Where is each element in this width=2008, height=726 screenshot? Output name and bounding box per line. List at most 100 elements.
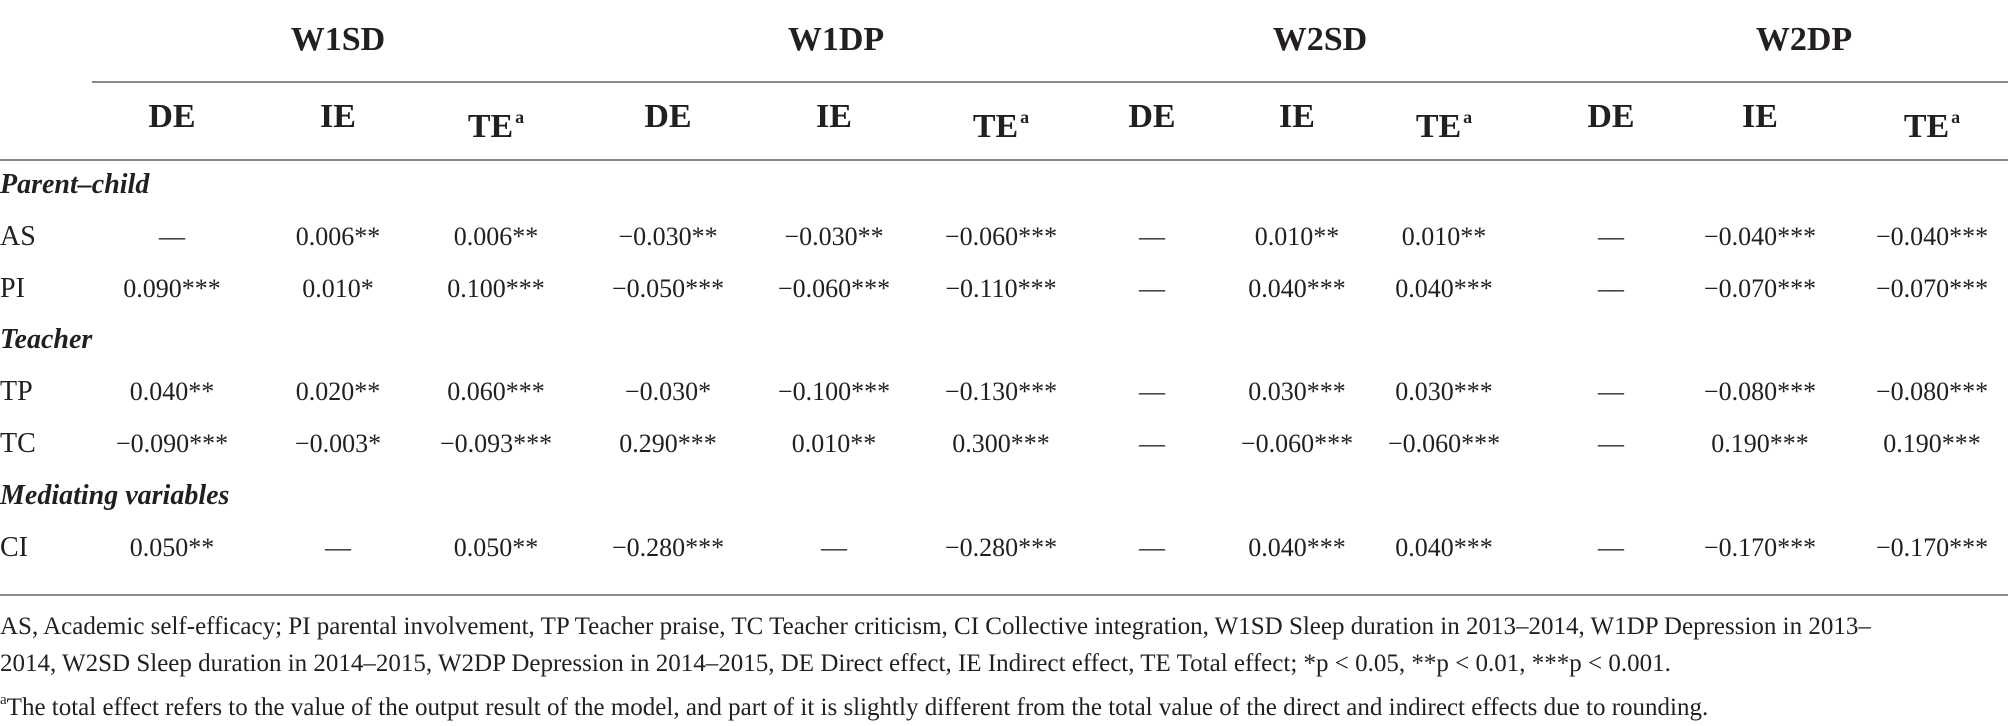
- table-cell: 0.190***: [1883, 429, 1981, 458]
- table-cell: 0.030***: [1395, 377, 1493, 406]
- col-header-w2dp-te: TE a: [1903, 107, 1961, 145]
- table-cell: 0.050**: [453, 533, 539, 562]
- col-header-w2sd-te: TE a: [1415, 107, 1473, 145]
- table-cell: −0.070***: [1875, 274, 1989, 303]
- table-cell: 0.090***: [123, 274, 221, 303]
- table-cell: 0.040**: [129, 377, 215, 406]
- col-header-w1dp-ie: IE: [816, 98, 852, 135]
- table-row: CI 0.050** –– 0.050** −0.280*** –– −0.280*** ––…: [0, 530, 2008, 566]
- group-header-w1sd: W1SD: [290, 21, 386, 58]
- table-cell: −0.110***: [945, 274, 1057, 303]
- group-header-w2sd: W2SD: [1272, 21, 1368, 58]
- table-cell: ––: [1139, 533, 1165, 562]
- table-cell: −0.060***: [1387, 429, 1501, 458]
- table-cell: ––: [1598, 222, 1624, 251]
- section-mediating-variables: Mediating variables: [0, 480, 230, 511]
- footnote-marker: a: [0, 692, 7, 708]
- table-cell: 0.050**: [129, 533, 215, 562]
- table-cell: −0.030**: [618, 222, 718, 251]
- table-cell: −0.080***: [1875, 377, 1989, 406]
- table-cell: ––: [1139, 222, 1165, 251]
- table-cell: −0.030*: [624, 377, 712, 406]
- row-label: TP: [0, 376, 33, 407]
- table-cell: −0.030**: [784, 222, 884, 251]
- col-header-w2dp-de: DE: [1587, 98, 1635, 135]
- header-rule: [0, 159, 2008, 161]
- table-cell: 0.020**: [295, 377, 381, 406]
- table-row: TC −0.090*** −0.003* −0.093*** 0.290*** 0.010…: [0, 426, 2008, 462]
- table-cell: 0.100***: [447, 274, 545, 303]
- table-cell: 0.040***: [1395, 274, 1493, 303]
- table-note-line-2: 2014, W2SD Sleep duration in 2014–2015, …: [0, 650, 1671, 677]
- group-header-rule: [92, 81, 2008, 83]
- row-label: AS: [0, 221, 36, 252]
- table-cell: ––: [1139, 429, 1165, 458]
- table-cell: ––: [1598, 533, 1624, 562]
- table-cell: ––: [159, 222, 185, 251]
- table-cell: ––: [1598, 429, 1624, 458]
- table-cell: ––: [1598, 377, 1624, 406]
- table-cell: −0.060***: [944, 222, 1058, 251]
- table-cell: −0.090***: [115, 429, 229, 458]
- table-row: PI 0.090*** 0.010* 0.100*** −0.050*** −0.060*…: [0, 271, 2008, 307]
- row-label: PI: [0, 273, 25, 304]
- col-header-w2sd-ie: IE: [1279, 98, 1315, 135]
- table-cell: 0.290***: [619, 429, 717, 458]
- table-row: AS –– 0.006** 0.006** −0.030** −0.030** −0.060…: [0, 219, 2008, 255]
- table-cell: 0.190***: [1711, 429, 1809, 458]
- table-cell: 0.010**: [791, 429, 877, 458]
- table-cell: −0.060***: [777, 274, 891, 303]
- total-effect-marker: a: [1951, 107, 1961, 127]
- table-row: TP 0.040** 0.020** 0.060*** −0.030* −0.100***…: [0, 374, 2008, 410]
- table-cell: 0.010**: [1254, 222, 1340, 251]
- table-cell: −0.170***: [1703, 533, 1817, 562]
- col-header-w2sd-de: DE: [1128, 98, 1176, 135]
- group-header-w2dp: W2DP: [1755, 21, 1853, 58]
- section-parent-child: Parent–child: [0, 169, 150, 200]
- col-header-w1sd-te: TE a: [467, 107, 525, 145]
- table-cell: ––: [1139, 274, 1165, 303]
- row-label: TC: [0, 428, 36, 459]
- table-cell: −0.040***: [1875, 222, 1989, 251]
- total-effect-marker: a: [515, 107, 525, 127]
- col-header-w1dp-de: DE: [644, 98, 692, 135]
- table-cell: −0.040***: [1703, 222, 1817, 251]
- table-cell: 0.010*: [302, 274, 374, 303]
- table-cell: −0.060***: [1240, 429, 1354, 458]
- table-cell: −0.080***: [1703, 377, 1817, 406]
- table-note-line-1: AS, Academic self-efficacy; PI parental …: [0, 613, 1871, 640]
- table-cell: −0.093***: [439, 429, 553, 458]
- table-cell: ––: [325, 533, 351, 562]
- table-cell: 0.040***: [1248, 274, 1346, 303]
- total-effect-marker: a: [1463, 107, 1473, 127]
- table-cell: 0.300***: [952, 429, 1050, 458]
- section-teacher: Teacher: [0, 324, 93, 355]
- table-cell: −0.280***: [611, 533, 725, 562]
- footnote-text: The total effect refers to the value of …: [6, 694, 1709, 721]
- table-cell: 0.006**: [295, 222, 381, 251]
- col-header-w1sd-de: DE: [148, 98, 196, 135]
- total-effect-marker: a: [1020, 107, 1030, 127]
- group-header-w1dp: W1DP: [787, 21, 885, 58]
- table-footnote: aThe total effect refers to the value of…: [0, 682, 1708, 726]
- table-cell: 0.006**: [453, 222, 539, 251]
- table-cell: 0.040***: [1395, 533, 1493, 562]
- table-cell: 0.030***: [1248, 377, 1346, 406]
- table-cell: −0.280***: [944, 533, 1058, 562]
- col-header-w1dp-te: TE a: [972, 107, 1030, 145]
- table-cell: 0.010**: [1401, 222, 1487, 251]
- table-cell: −0.050***: [611, 274, 725, 303]
- table-cell: ––: [821, 533, 847, 562]
- table-cell: 0.060***: [447, 377, 545, 406]
- table-cell: −0.170***: [1875, 533, 1989, 562]
- col-header-w1sd-ie: IE: [320, 98, 356, 135]
- table-cell: −0.130***: [944, 377, 1058, 406]
- table-cell: ––: [1598, 274, 1624, 303]
- table-cell: −0.070***: [1703, 274, 1817, 303]
- table-cell: −0.003*: [294, 429, 382, 458]
- col-header-w2dp-ie: IE: [1742, 98, 1778, 135]
- table-cell: −0.100***: [777, 377, 891, 406]
- table-cell: 0.040***: [1248, 533, 1346, 562]
- table-bottom-rule: [0, 594, 2008, 596]
